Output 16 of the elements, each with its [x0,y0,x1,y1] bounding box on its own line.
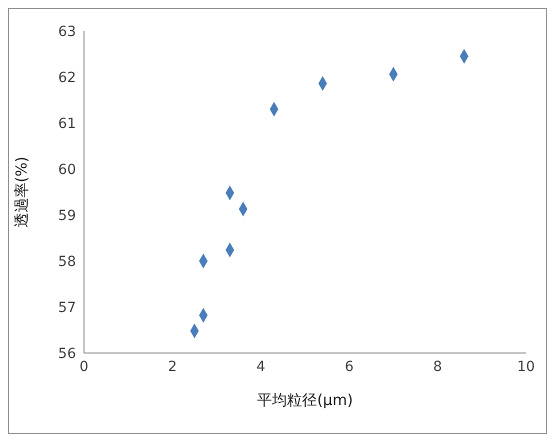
x-tick-label: 0 [80,358,88,375]
y-tick-label: 63 [58,24,76,40]
x-tick-label: 6 [344,358,354,375]
y-tick-label: 61 [58,116,76,132]
y-tick-label: 60 [58,162,76,178]
x-tick-label: 10 [517,358,535,375]
y-axis-title: 透過率(%) [12,156,30,228]
y-tick-label: 57 [58,300,76,316]
x-tick-label: 8 [433,358,442,375]
x-tick-label: 2 [168,358,177,375]
y-tick-label: 62 [58,70,76,86]
y-tick-label: 59 [58,208,76,224]
x-axis-title: 平均粒径(μm) [257,391,353,409]
x-tick-label: 4 [256,358,266,375]
y-tick-label: 56 [58,346,76,362]
y-tick-label: 58 [58,254,76,270]
